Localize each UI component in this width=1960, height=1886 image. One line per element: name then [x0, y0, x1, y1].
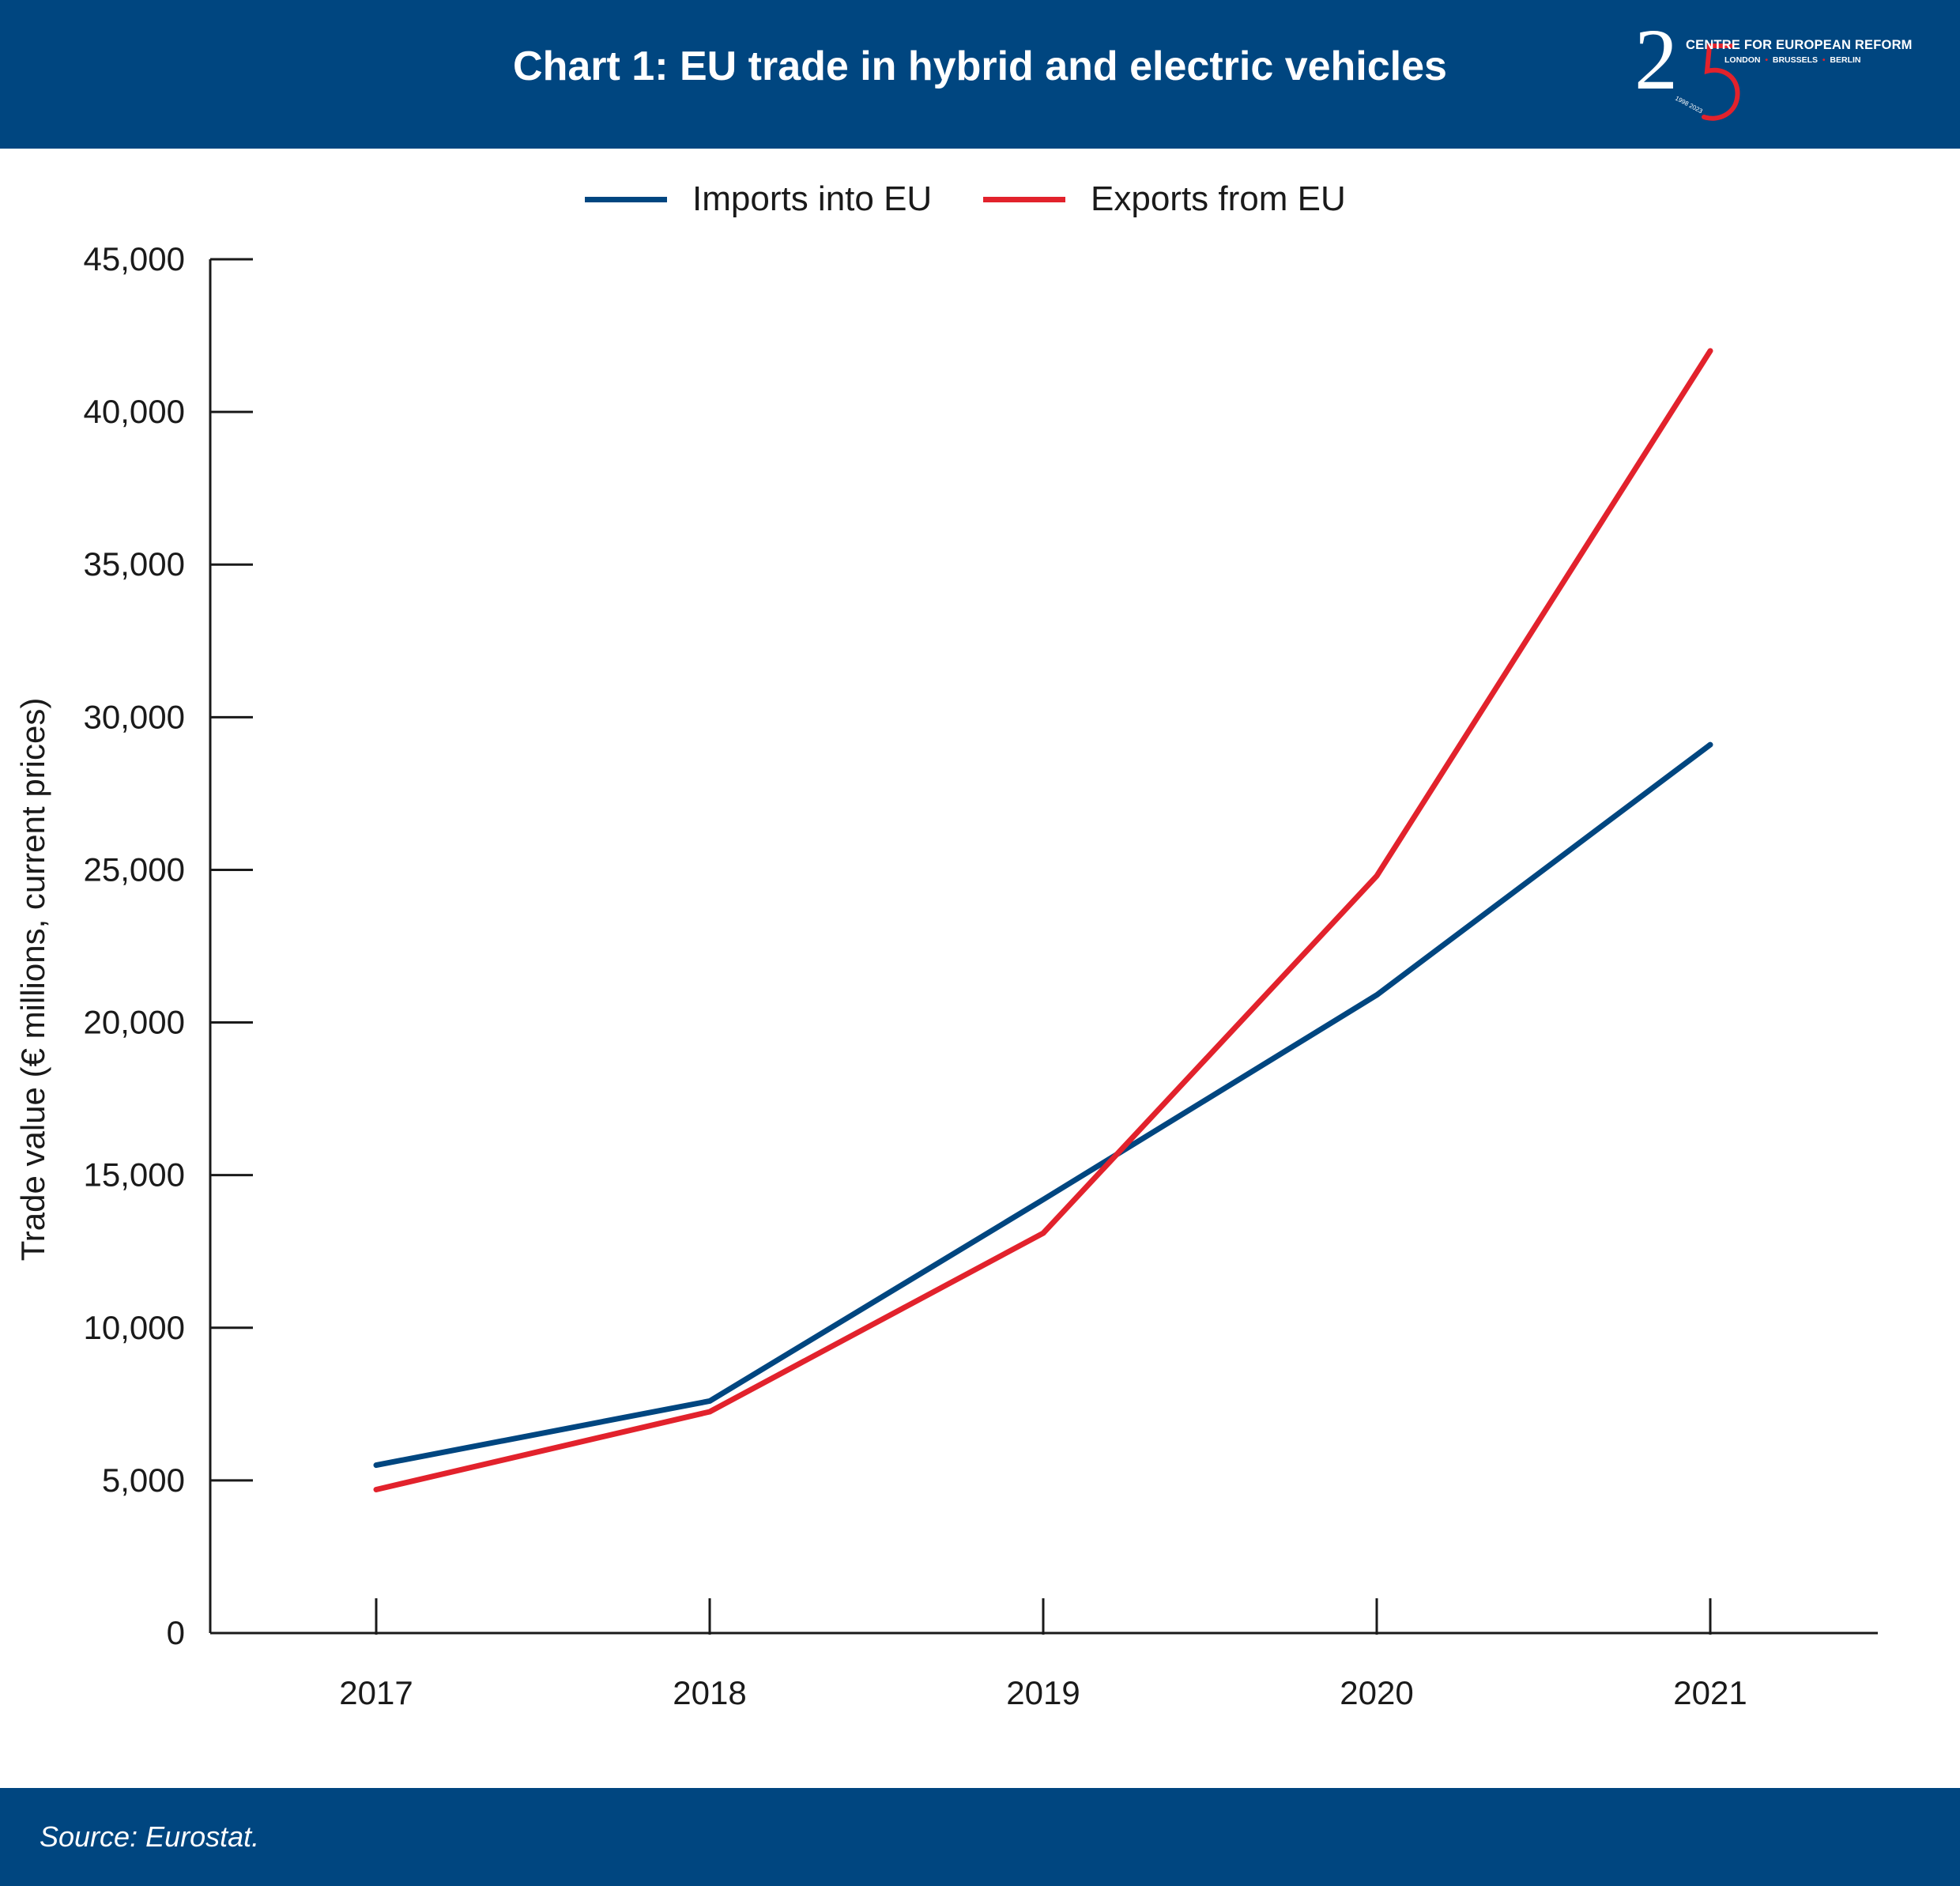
- legend-label-imports: Imports into EU: [692, 179, 933, 218]
- y-tick-label: 0: [167, 1614, 185, 1651]
- y-axis-title: Trade value (€ millions, current prices): [14, 698, 51, 1262]
- logo-city-berlin: BERLIN: [1830, 55, 1861, 65]
- legend-swatch-imports: [585, 196, 667, 202]
- separator-dot: •: [1819, 55, 1828, 65]
- y-tick-label: 20,000: [84, 1004, 185, 1041]
- x-tick-label: 2019: [1006, 1674, 1080, 1711]
- source-note: Source: Eurostat.: [40, 1820, 260, 1853]
- header-band: Chart 1: EU trade in hybrid and electric…: [0, 0, 1960, 149]
- logo-city-brussels: BRUSSELS: [1772, 55, 1819, 65]
- x-tick-label: 2017: [339, 1674, 413, 1711]
- legend-label-exports: Exports from EU: [1091, 179, 1346, 218]
- series-line-imports: [373, 741, 1713, 1469]
- y-tick-label: 10,000: [84, 1309, 185, 1346]
- legend-swatch-exports: [983, 196, 1065, 202]
- logo-organisation-name: CENTRE FOR EUROPEAN REFORM: [1686, 38, 1913, 52]
- logo-city-london: LONDON: [1724, 55, 1761, 65]
- logo-numeral: 2: [1634, 11, 1678, 108]
- legend-item-exports: Exports from EU: [983, 175, 1346, 223]
- y-tick-label: 40,000: [84, 393, 185, 430]
- y-tick-label: 30,000: [84, 698, 185, 735]
- series-line-exports: [373, 348, 1713, 1492]
- y-tick-label: 25,000: [84, 851, 185, 888]
- y-tick-label: 45,000: [84, 240, 185, 277]
- legend-item-imports: Imports into EU: [585, 175, 932, 223]
- x-tick-label: 2020: [1340, 1674, 1413, 1711]
- y-tick-label: 15,000: [84, 1156, 185, 1194]
- logo-cities: LONDON • BRUSSELS • BERLIN: [1724, 55, 1861, 65]
- x-tick-label: 2021: [1673, 1674, 1747, 1711]
- x-tick-label: 2018: [673, 1674, 746, 1711]
- y-tick-label: 5,000: [102, 1462, 185, 1499]
- chart-title: Chart 1: EU trade in hybrid and electric…: [513, 43, 1447, 89]
- separator-dot: •: [1762, 55, 1770, 65]
- footer-band: Source: Eurostat.: [0, 1788, 1960, 1886]
- cer-25-anniversary-logo-icon: [1702, 43, 1740, 121]
- y-tick-label: 35,000: [84, 545, 185, 583]
